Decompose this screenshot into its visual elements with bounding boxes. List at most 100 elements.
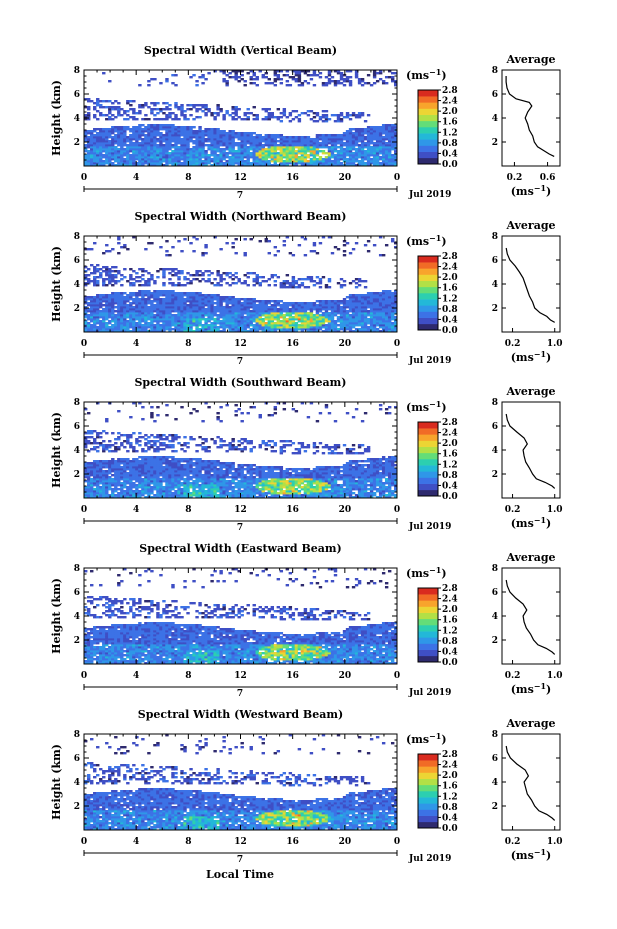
heatmap-cell	[309, 146, 314, 149]
heatmap-cell	[393, 148, 398, 151]
heatmap-cell	[162, 274, 166, 277]
heatmap-cell	[255, 118, 259, 121]
heatmap-cell	[270, 146, 275, 149]
heatmap-cell	[306, 286, 311, 289]
heatmap-cell	[108, 312, 112, 315]
heatmap-cell	[225, 320, 229, 323]
heatmap-cell	[192, 236, 196, 239]
heatmap-cell	[267, 284, 271, 287]
heatmap-cell	[348, 328, 353, 331]
heatmap-cell	[252, 74, 256, 77]
heatmap-cell	[384, 152, 389, 155]
heatmap-cell	[315, 138, 320, 141]
y-axis-label: Height (km)	[50, 246, 63, 322]
heatmap-cell	[351, 294, 356, 297]
heatmap-cell	[129, 320, 133, 323]
heatmap-cell	[135, 150, 139, 153]
heatmap-cell	[276, 250, 281, 253]
heatmap-cell	[333, 144, 338, 147]
x-tick-label: 12	[234, 173, 247, 183]
heatmap-cell	[183, 150, 187, 153]
heatmap-cell	[216, 298, 220, 301]
heatmap-cell	[381, 294, 386, 297]
heatmap-cell	[291, 316, 296, 319]
heatmap-cell	[210, 326, 214, 329]
heatmap-cell	[219, 312, 223, 315]
heatmap-cell	[273, 152, 278, 155]
heatmap-cell	[249, 138, 253, 141]
heatmap-cell	[129, 154, 133, 157]
heatmap-cell	[141, 144, 145, 147]
heatmap-cell	[348, 300, 353, 303]
heatmap-cell	[231, 310, 235, 313]
heatmap-cell	[291, 76, 296, 79]
heatmap-cell	[150, 150, 154, 153]
heatmap-cell	[204, 162, 208, 165]
heatmap-cell	[117, 324, 121, 327]
heatmap-cell	[309, 144, 314, 147]
heatmap-cell	[261, 310, 265, 313]
heatmap-cell	[153, 130, 157, 133]
heatmap-cell	[195, 110, 199, 113]
heatmap-cell	[207, 304, 211, 307]
heatmap-cell	[288, 312, 293, 315]
heatmap-cell	[171, 310, 175, 313]
heatmap-cell	[369, 296, 374, 299]
heatmap-cell	[207, 300, 211, 303]
heatmap-cell	[231, 132, 235, 135]
heatmap-cell	[354, 300, 359, 303]
heatmap-cell	[375, 158, 380, 161]
heatmap-cell	[348, 138, 353, 141]
heatmap-cell	[210, 128, 214, 131]
heatmap-cell	[234, 298, 238, 301]
heatmap-cell	[363, 138, 368, 141]
heatmap-cell	[180, 146, 184, 149]
heatmap-cell	[216, 148, 220, 151]
heatmap-cell	[360, 296, 365, 299]
colorbar-tick-label: 2.4	[442, 97, 458, 107]
heatmap-cell	[378, 300, 383, 303]
heatmap-cell	[387, 314, 392, 317]
heatmap-cell	[333, 82, 338, 85]
heatmap-cell	[270, 328, 275, 331]
colorbar-frame	[417, 255, 439, 331]
heatmap-cell	[153, 328, 157, 331]
heatmap-cell	[330, 80, 335, 83]
heatmap-cell	[300, 304, 305, 307]
heatmap-cell	[177, 154, 181, 157]
heatmap-cell	[174, 304, 178, 307]
heatmap-cell	[222, 272, 226, 275]
heatmap-cell	[108, 470, 112, 473]
heatmap-cell	[129, 278, 133, 281]
heatmap-cell	[375, 150, 380, 153]
heatmap-cell	[384, 154, 389, 157]
heatmap-cell	[339, 286, 344, 289]
heatmap-cell	[294, 306, 299, 309]
heatmap-cell	[174, 144, 178, 147]
heatmap-cell	[150, 308, 154, 311]
heatmap-cell	[345, 76, 350, 79]
heatmap-cell	[129, 316, 133, 319]
heatmap-cell	[87, 282, 91, 285]
heatmap-cell	[114, 116, 118, 119]
heatmap-cell	[228, 164, 232, 167]
heatmap-cell	[276, 276, 281, 279]
heatmap-cell	[390, 160, 395, 163]
heatmap-cell	[141, 314, 145, 317]
heatmap-cell	[324, 328, 329, 331]
heatmap-cell	[324, 326, 329, 329]
heatmap-cell	[129, 148, 133, 151]
heatmap-cell	[195, 314, 199, 317]
heatmap-cell	[267, 146, 271, 149]
heatmap-cell	[231, 300, 235, 303]
heatmap-cell	[141, 302, 145, 305]
heatmap-cell	[354, 316, 359, 319]
heatmap-cell	[273, 156, 278, 159]
heatmap-cell	[372, 308, 377, 311]
heatmap-cell	[276, 78, 281, 81]
heatmap-cell	[258, 326, 262, 329]
heatmap-cell	[162, 318, 166, 321]
heatmap-cell	[228, 306, 232, 309]
heatmap-cell	[123, 310, 127, 313]
heatmap-cell	[375, 164, 380, 167]
